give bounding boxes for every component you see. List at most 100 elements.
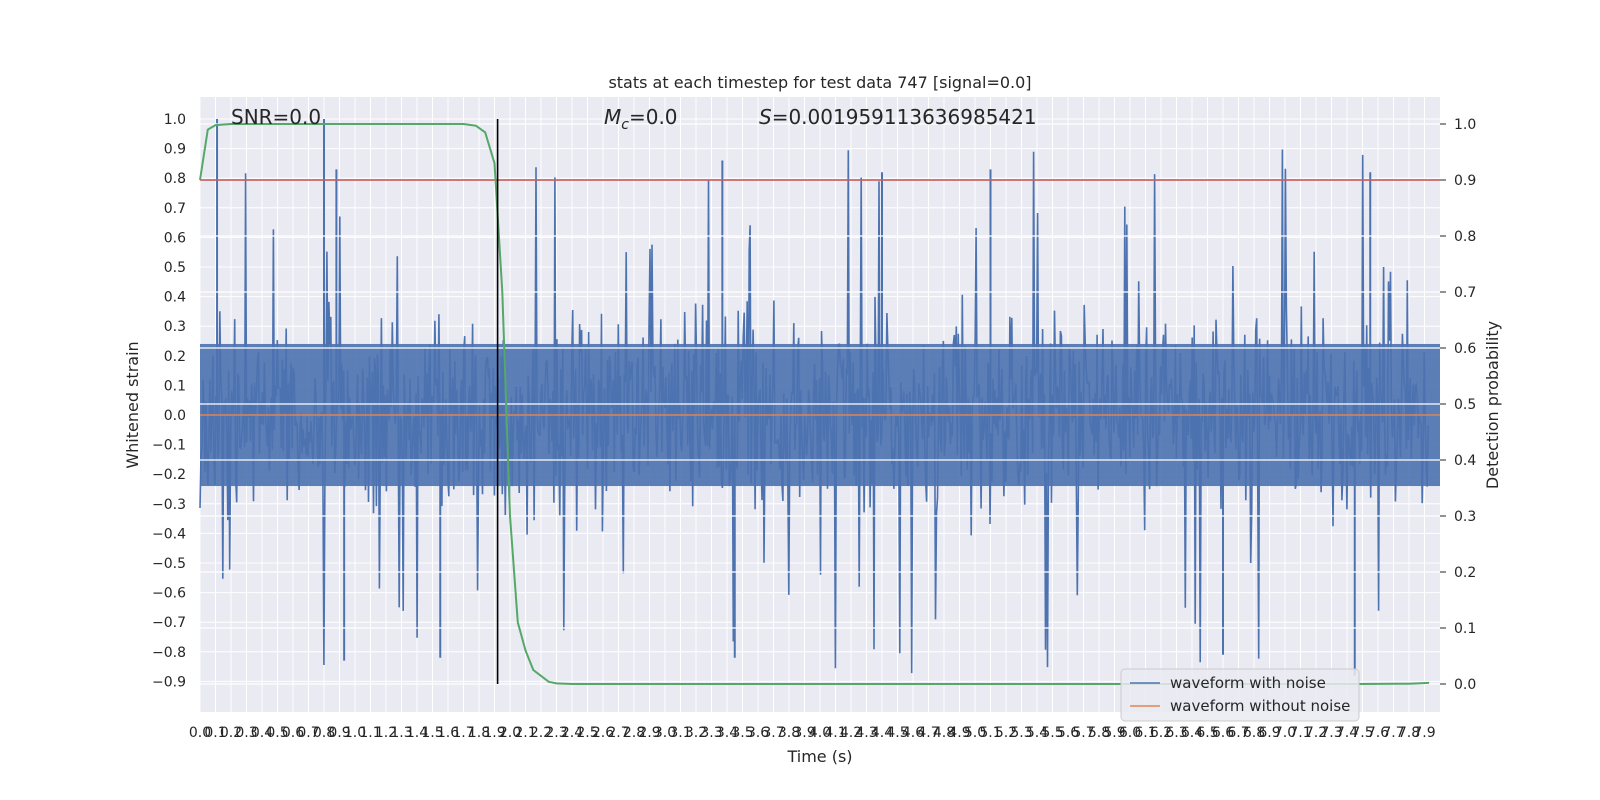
- x-tick-label: 5.9: [1103, 725, 1125, 741]
- x-tick-label: 5.2: [995, 725, 1017, 741]
- x-tick-label: 1.8: [468, 725, 490, 741]
- x-tick-label: 0.6: [282, 725, 304, 741]
- series-detection-probability: [199, 123, 1430, 685]
- y-tick-label-right: 0.0: [1454, 677, 1476, 693]
- x-tick-label: 7.7: [1382, 725, 1404, 741]
- x-tick-label: 3.5: [731, 725, 753, 741]
- x-tick-label: 7.0: [1274, 725, 1296, 741]
- x-tick-label: 0.8: [313, 725, 335, 741]
- y-tick-label-left: −0.7: [152, 615, 186, 631]
- y-tick-label-left: 0.3: [164, 319, 186, 335]
- x-tick-label: 7.4: [1336, 725, 1358, 741]
- x-tick-label: 4.8: [933, 725, 955, 741]
- x-tick-label: 2.2: [530, 725, 552, 741]
- x-tick-label: 2.6: [592, 725, 614, 741]
- legend-label-waveform-without-noise: waveform without noise: [1170, 697, 1350, 715]
- x-tick-label: 2.4: [561, 725, 583, 741]
- x-tick-label: 0.3: [235, 725, 257, 741]
- x-tick-label: 6.6: [1212, 725, 1234, 741]
- legend-box: [1120, 668, 1360, 722]
- y-tick-label-left: −0.6: [152, 586, 186, 602]
- x-tick-label: 3.0: [654, 725, 676, 741]
- x-tick-label: 6.0: [1119, 725, 1141, 741]
- x-tick-label: 5.1: [979, 725, 1001, 741]
- y-tick-label-right: 0.3: [1454, 509, 1476, 525]
- y-tick-label-right: 1.0: [1454, 117, 1476, 133]
- chirp-mass-symbol: M: [604, 105, 621, 129]
- x-tick-label: 5.4: [1026, 725, 1048, 741]
- y-tick-label-right: 0.2: [1454, 565, 1476, 581]
- x-tick-label: 1.2: [375, 725, 397, 741]
- legend: waveform with noise waveform without noi…: [1120, 668, 1360, 722]
- y-tick-label-right: 0.9: [1454, 173, 1476, 189]
- x-tick-label: 7.5: [1351, 725, 1373, 741]
- x-tick-label: 5.7: [1072, 725, 1094, 741]
- y-tick-label-left: 0.2: [164, 349, 186, 365]
- x-tick-label: 0.4: [251, 725, 273, 741]
- chirp-mass-subscript: c: [621, 117, 629, 133]
- x-tick-label: 4.4: [871, 725, 893, 741]
- x-tick-label: 4.2: [840, 725, 862, 741]
- s-symbol: S: [759, 105, 772, 129]
- s-value: =0.001959113636985421: [772, 105, 1037, 129]
- x-tick-label: 3.9: [793, 725, 815, 741]
- x-tick-label: 7.1: [1289, 725, 1311, 741]
- x-tick-label: 6.1: [1134, 725, 1156, 741]
- y-tick-label-right: 0.6: [1454, 341, 1476, 357]
- y-axis-label-left: Whitened strain: [123, 341, 142, 468]
- chart-title: stats at each timestep for test data 747…: [608, 73, 1031, 92]
- legend-label-waveform-with-noise: waveform with noise: [1170, 674, 1326, 692]
- x-tick-label: 6.2: [1150, 725, 1172, 741]
- x-tick-label: 2.5: [576, 725, 598, 741]
- x-tick-label: 0.1: [204, 725, 226, 741]
- x-tick-label: 7.3: [1320, 725, 1342, 741]
- y-tick-label-left: −0.8: [152, 645, 186, 661]
- x-tick-label: 3.2: [685, 725, 707, 741]
- x-tick-label: 1.3: [390, 725, 412, 741]
- x-tick-label: 4.3: [855, 725, 877, 741]
- x-tick-label: 1.1: [359, 725, 381, 741]
- x-tick-label: 6.8: [1243, 725, 1265, 741]
- x-tick-label: 2.9: [638, 725, 660, 741]
- x-tick-label: 0.0: [189, 725, 211, 741]
- x-tick-label: 1.9: [483, 725, 505, 741]
- y-tick-label-left: 0.5: [164, 260, 186, 276]
- x-tick-label: 0.5: [266, 725, 288, 741]
- y-tick-label-left: 0.7: [164, 201, 186, 217]
- x-tick-label: 6.9: [1258, 725, 1280, 741]
- x-tick-label: 5.3: [1010, 725, 1032, 741]
- x-tick-label: 2.3: [545, 725, 567, 741]
- x-tick-label: 1.4: [406, 725, 428, 741]
- y-tick-label-left: 0.9: [164, 142, 186, 158]
- chirp-mass-annotation: Mc=0.0: [604, 105, 678, 133]
- x-tick-label: 3.8: [778, 725, 800, 741]
- x-tick-label: 4.6: [902, 725, 924, 741]
- x-tick-label: 1.7: [452, 725, 474, 741]
- x-tick-label: 2.1: [514, 725, 536, 741]
- x-tick-label: 6.3: [1165, 725, 1187, 741]
- y-tick-label-left: −0.4: [152, 526, 186, 542]
- x-tick-label: 3.7: [762, 725, 784, 741]
- x-tick-label: 5.0: [964, 725, 986, 741]
- y-tick-label-left: 0.0: [164, 408, 186, 424]
- y-tick-label-right: 0.5: [1454, 397, 1476, 413]
- x-tick-label: 3.3: [700, 725, 722, 741]
- x-tick-label: 6.4: [1181, 725, 1203, 741]
- y-tick-label-left: −0.9: [152, 674, 186, 690]
- x-tick-label: 3.1: [669, 725, 691, 741]
- x-tick-label: 2.7: [607, 725, 629, 741]
- x-tick-label: 1.6: [437, 725, 459, 741]
- y-tick-label-left: −0.1: [152, 438, 186, 454]
- x-tick-label: 0.9: [328, 725, 350, 741]
- snr-annotation: SNR=0.0: [231, 105, 321, 129]
- x-tick-label: 3.6: [747, 725, 769, 741]
- x-tick-label: 0.7: [297, 725, 319, 741]
- x-tick-label: 5.6: [1057, 725, 1079, 741]
- x-tick-label: 5.5: [1041, 725, 1063, 741]
- x-tick-label: 1.0: [344, 725, 366, 741]
- x-tick-label: 6.7: [1227, 725, 1249, 741]
- x-tick-label: 1.5: [421, 725, 443, 741]
- x-tick-label: 4.7: [917, 725, 939, 741]
- x-tick-label: 4.1: [824, 725, 846, 741]
